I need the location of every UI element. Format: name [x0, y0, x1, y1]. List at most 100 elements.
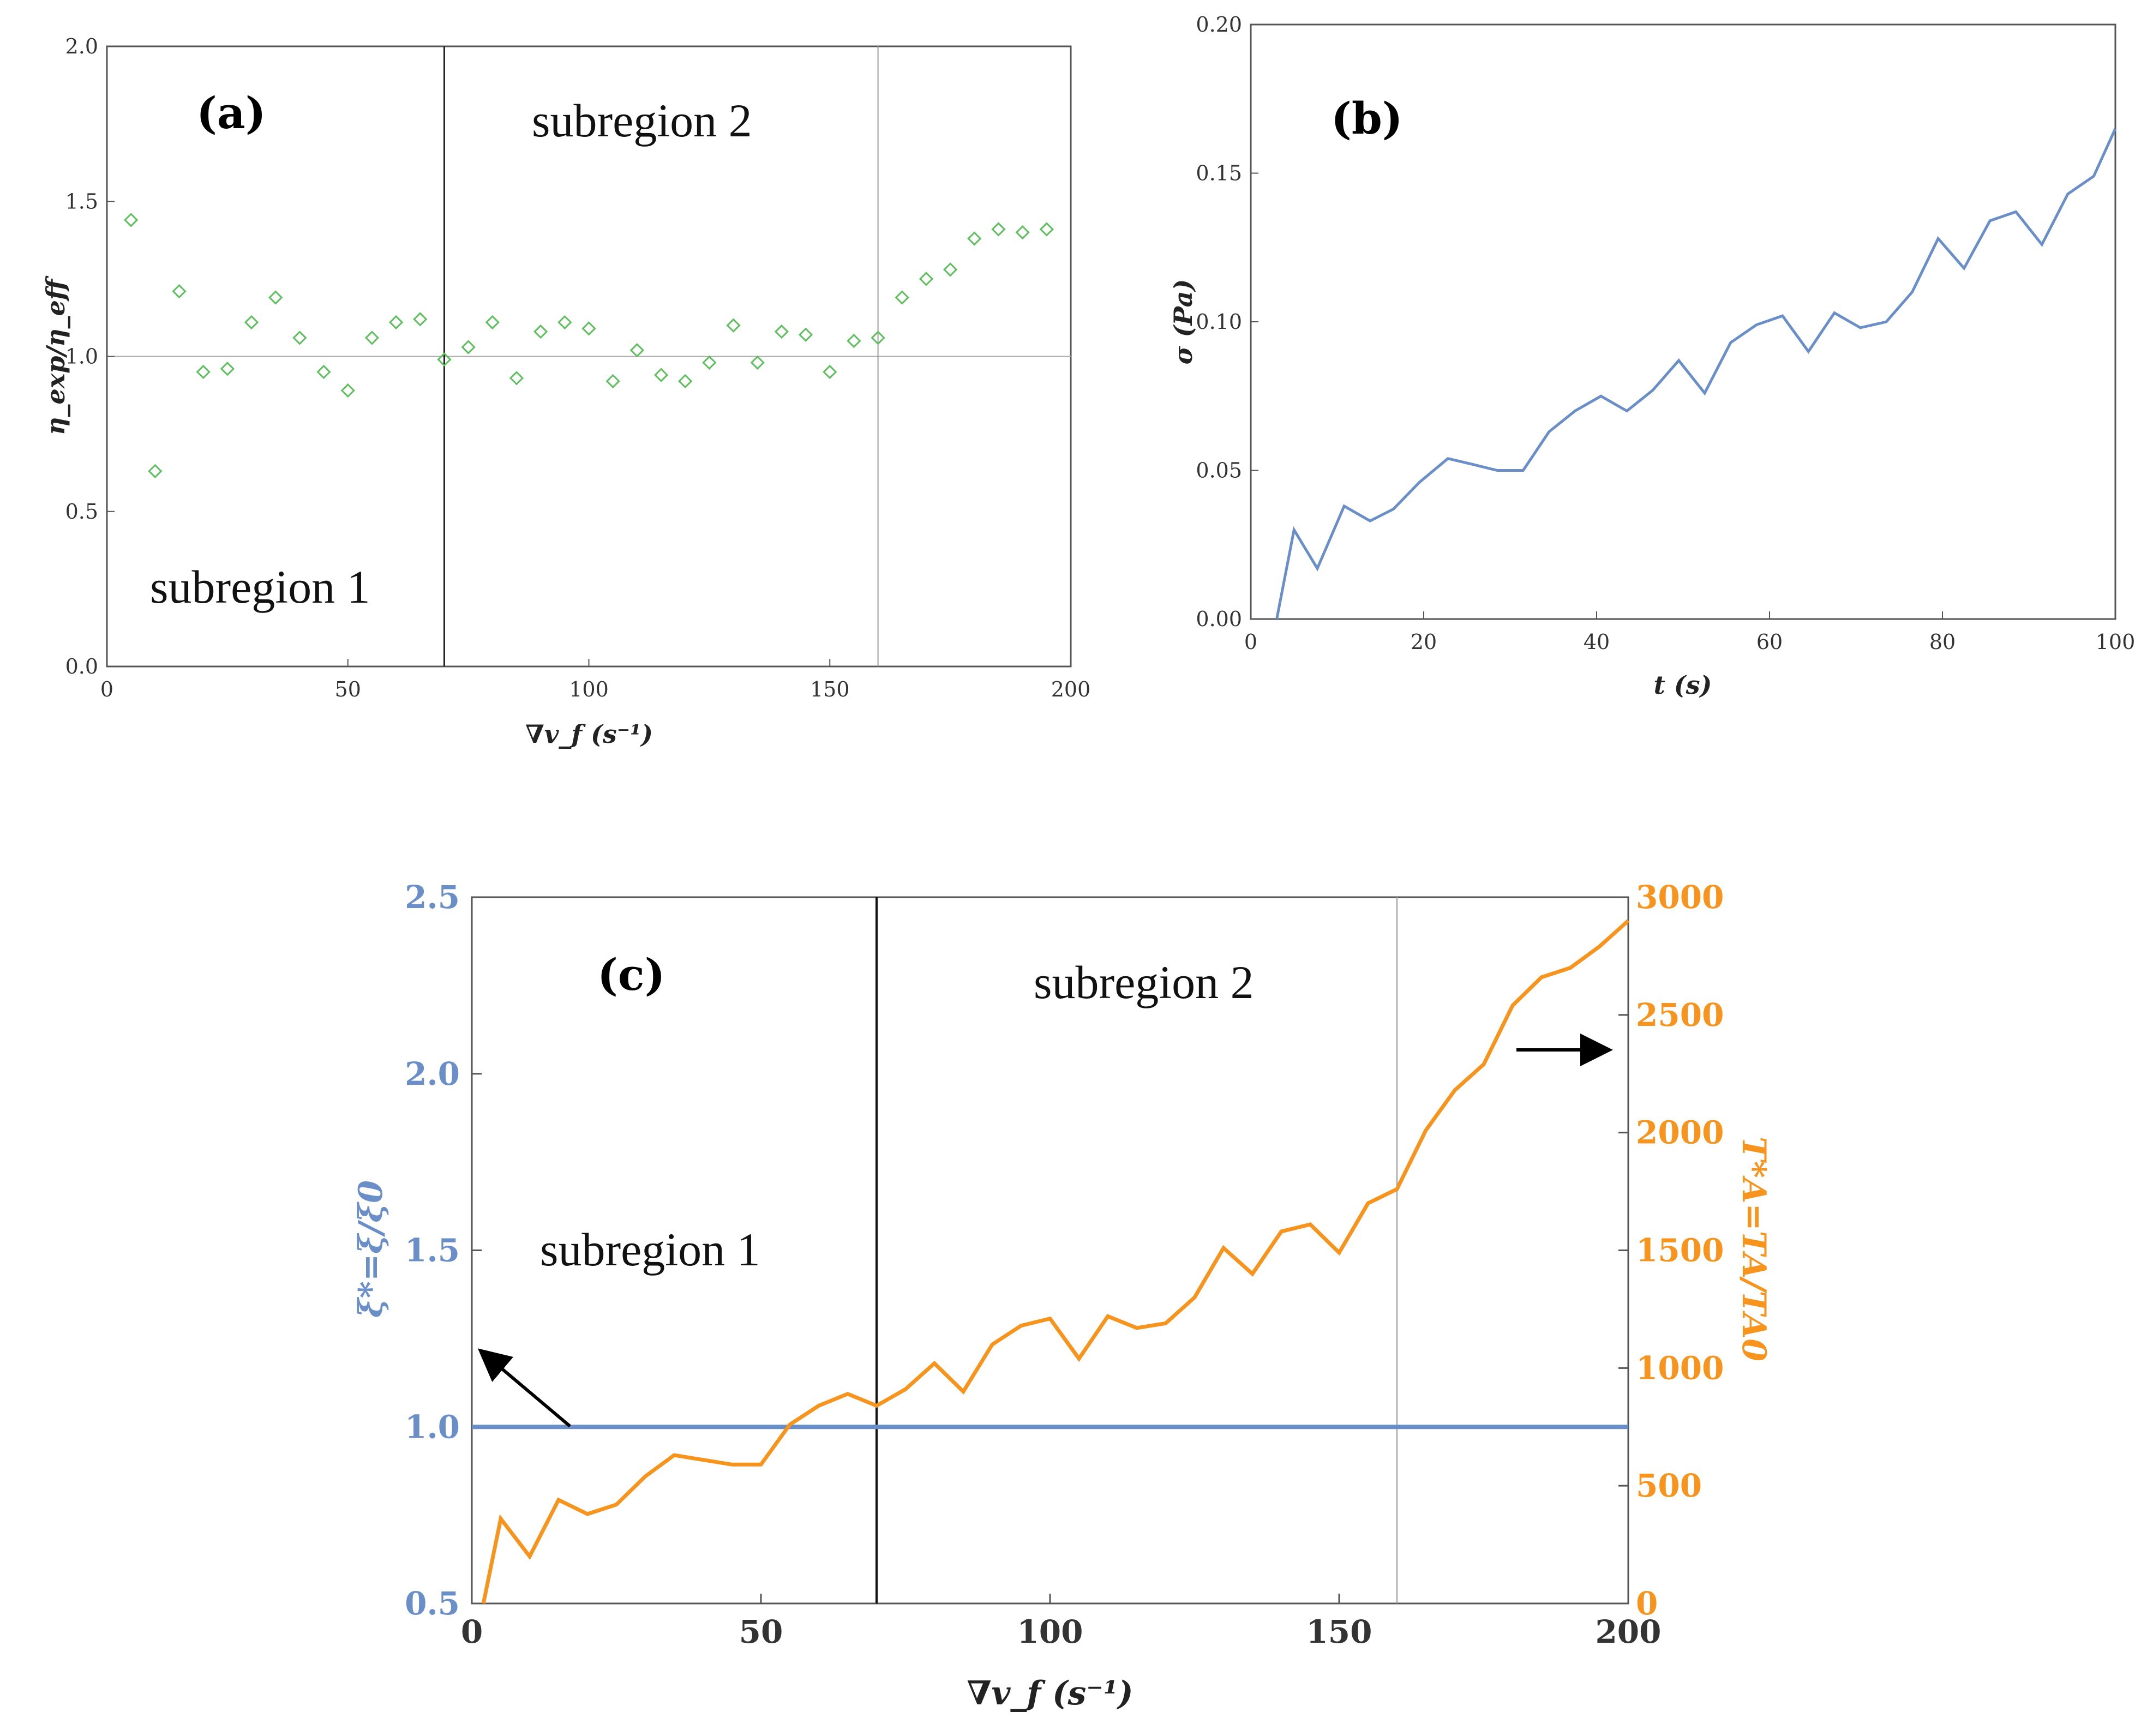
panel-c-left-tick-label: 2.0	[405, 1055, 460, 1092]
panel-a-data-point	[967, 231, 982, 246]
panel-c-right-tick-label: 1000	[1636, 1349, 1724, 1386]
panel-c-dual-axis: 0 50 100 150 200 0.5 1.0 1.5 2.0 2.5 0 500 1000 1500 2…	[352, 879, 1773, 1713]
panel-a-y-tick-label: 1.5	[65, 189, 98, 213]
panel-a-data-point	[461, 340, 476, 355]
panel-a-y-axis-label: η_exp/η_eff	[41, 275, 70, 435]
panel-a-data-point	[244, 315, 259, 330]
panel-b-x-tick-label: 100	[2096, 630, 2136, 654]
panel-b-series-line	[1275, 128, 2117, 620]
panel-a-data-point	[823, 364, 837, 380]
panel-b-x-tick-label: 60	[1756, 630, 1783, 654]
panel-a-data-point	[871, 331, 885, 345]
panel-a-data-point	[268, 290, 283, 305]
panel-c-right-y-axis-label: T*A=TA/TA0	[1735, 1137, 1773, 1362]
panel-a-points	[124, 213, 1054, 478]
panel-a-data-point	[581, 321, 596, 336]
panel-c-x-axis-label: ∇v_f (s⁻¹)	[967, 1674, 1133, 1713]
panel-c-x-tick-label: 200	[1595, 1613, 1661, 1650]
panel-a-data-point	[340, 383, 355, 398]
panel-c-right-tick-label: 500	[1636, 1467, 1702, 1504]
panel-a-data-point	[895, 290, 909, 305]
panel-a-data-point	[702, 355, 717, 370]
panel-b-y-tick-label: 0.05	[1196, 459, 1242, 483]
panel-c-left-axis-arrow	[477, 1348, 571, 1428]
panel-c-right-tick-label: 2000	[1636, 1114, 1724, 1151]
panel-a-data-point	[413, 312, 428, 327]
panel-c-left-tick-label: 0.5	[405, 1585, 460, 1622]
panel-a-x-tick-label: 150	[810, 677, 850, 701]
panel-c-left-tick-label: 2.5	[405, 879, 460, 916]
panel-c-x-tick-label: 50	[739, 1613, 783, 1650]
panel-a-ticks: 0 50 100 150 200 0.0 0.5 1.0 1.5 2.0	[65, 34, 1091, 701]
panel-a-data-point	[364, 331, 380, 345]
panel-c-right-tick-label: 0	[1636, 1585, 1658, 1622]
panel-a-data-point	[172, 284, 187, 299]
panel-c-region-1-label: subregion 1	[540, 1223, 760, 1276]
panel-c-region-2-label: subregion 2	[1034, 956, 1254, 1008]
panel-b-x-tick-label: 80	[1929, 630, 1956, 654]
panel-a-data-point	[726, 318, 741, 333]
panel-b-ticks: 0 20 40 60 80 100 0.00 0.05 0.10 0.15 0.20	[1196, 13, 2135, 654]
panel-a-data-point	[629, 343, 644, 358]
panel-a-data-point	[557, 315, 572, 330]
panel-a-data-point	[1015, 225, 1030, 240]
panel-a-data-point	[196, 364, 211, 380]
panel-a-data-point	[919, 272, 934, 286]
panel-c-left-tick-label: 1.5	[405, 1232, 460, 1269]
panel-b-x-tick-label: 0	[1244, 630, 1257, 654]
panel-a-data-point	[750, 355, 765, 370]
panel-c-x-tick-label: 150	[1306, 1613, 1372, 1650]
panel-a-data-point	[220, 362, 235, 376]
panel-a-data-point	[437, 352, 452, 367]
panel-a-y-tick-label: 0.0	[65, 654, 98, 678]
panel-a-data-point	[292, 331, 307, 345]
panel-a-data-point	[533, 324, 548, 339]
panel-c-ta-series-line	[481, 919, 1630, 1604]
panel-a-scatter: 0 50 100 150 200 0.0 0.5 1.0 1.5 2.0 (a) subregio…	[41, 34, 1090, 749]
panel-a-data-point	[388, 315, 404, 330]
panel-a-region-1-label: subregion 1	[150, 561, 370, 613]
panel-a-data-point	[847, 333, 861, 349]
panel-c-right-tick-label: 3000	[1636, 879, 1724, 916]
panel-a-data-point	[148, 464, 163, 478]
panel-b-x-tick-label: 20	[1411, 630, 1437, 654]
panel-a-guides	[107, 46, 1071, 666]
panel-a-data-point	[943, 262, 958, 277]
panel-b-y-axis-label: σ (Pa)	[1168, 279, 1198, 365]
panel-c-right-tick-label: 2500	[1636, 996, 1724, 1034]
panel-c-x-tick-label: 100	[1017, 1613, 1083, 1650]
panel-a-data-point	[678, 374, 693, 389]
panel-b-y-tick-label: 0.15	[1196, 161, 1242, 185]
panel-a-data-point	[991, 222, 1006, 237]
panel-a-data-point	[485, 315, 500, 330]
panel-a-data-point	[605, 374, 620, 389]
panel-a-data-point	[653, 368, 669, 382]
panel-a-x-tick-label: 0	[100, 677, 113, 701]
panel-b-y-tick-label: 0.10	[1196, 310, 1242, 334]
panel-c-x-tick-label: 0	[461, 1613, 483, 1650]
panel-b-line: 0 20 40 60 80 100 0.00 0.05 0.10 0.15 0.20 (b) t (…	[1168, 13, 2135, 700]
panel-a-x-tick-label: 100	[569, 677, 609, 701]
panel-b-y-tick-label: 0.20	[1196, 13, 1242, 37]
panel-b-x-axis-label: t (s)	[1654, 670, 1712, 700]
panel-a-label: (a)	[196, 87, 266, 139]
panel-c-label: (c)	[597, 949, 665, 1000]
panel-b-label: (b)	[1331, 93, 1403, 144]
panel-b-x-tick-label: 40	[1584, 630, 1610, 654]
panel-a-data-point	[509, 371, 524, 386]
panel-a-data-point	[316, 364, 331, 380]
panel-a-y-tick-label: 1.0	[65, 345, 98, 369]
panel-b-y-tick-label: 0.00	[1196, 607, 1242, 631]
panel-c-right-tick-label: 1500	[1636, 1232, 1724, 1269]
panel-a-x-tick-label: 200	[1051, 677, 1091, 701]
panel-c-ticks: 0 50 100 150 200 0.5 1.0 1.5 2.0 2.5 0 500 1000 1500 2…	[405, 879, 1724, 1650]
panel-a-data-point	[124, 213, 139, 227]
panel-a-x-axis-label: ∇v_f (s⁻¹)	[525, 719, 653, 749]
panel-a-data-point	[774, 324, 789, 339]
panel-a-y-tick-label: 2.0	[65, 34, 98, 58]
panel-c-left-tick-label: 1.0	[405, 1408, 460, 1445]
panel-a-y-tick-label: 0.5	[65, 500, 98, 524]
panel-a-data-point	[798, 327, 813, 342]
panel-a-data-point	[1039, 222, 1054, 237]
